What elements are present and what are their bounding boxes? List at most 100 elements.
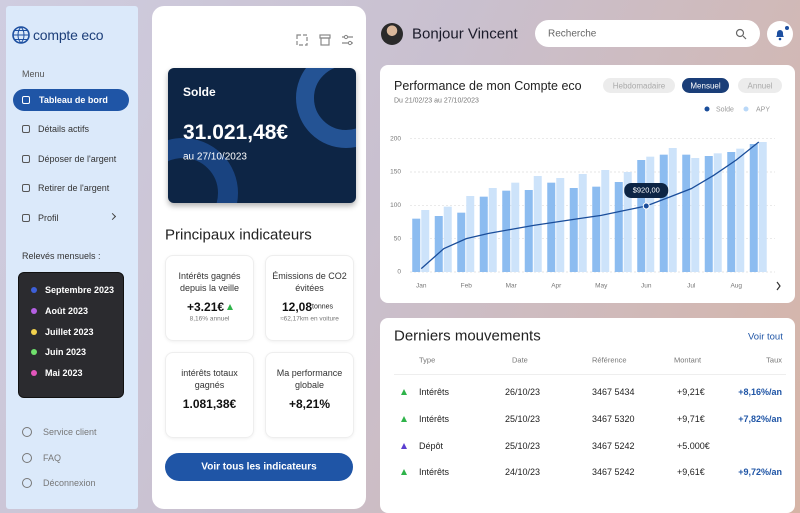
bar xyxy=(704,156,713,272)
y-tick-label: 50 xyxy=(394,235,402,242)
column-header: Taux xyxy=(766,355,782,365)
card-tools[interactable] xyxy=(294,32,358,48)
period-tab[interactable] xyxy=(738,78,782,93)
bar xyxy=(758,142,767,272)
x-tick-label: Feb xyxy=(461,283,473,290)
bar xyxy=(511,182,520,272)
menu-item[interactable]: Détails actifs xyxy=(38,124,90,134)
cell-amount: +9,21€ xyxy=(677,387,705,397)
period-tab-label[interactable]: Mensuel xyxy=(690,81,721,90)
trend-up xyxy=(227,304,233,310)
indicator-unit: tonnes xyxy=(312,303,334,311)
cell-rate: +8,16%/an xyxy=(738,387,782,397)
column-header: Date xyxy=(512,355,528,365)
menu-item[interactable]: Déposer de l'argent xyxy=(38,154,117,164)
indicator-value: 12,08 xyxy=(282,300,313,314)
statement-item[interactable]: Juillet 2023 xyxy=(45,327,94,337)
statements-box xyxy=(18,272,124,398)
indicator-value: +3.21€ xyxy=(187,300,225,314)
x-tick-label: May xyxy=(595,283,608,290)
active-menu-bg xyxy=(13,89,129,111)
x-tick-label: Mar xyxy=(506,283,518,290)
cell-amount: +9,71€ xyxy=(677,414,705,424)
cell-amount: +5.000€ xyxy=(677,441,710,451)
legend-label: APY xyxy=(756,106,770,113)
bar xyxy=(547,182,556,272)
indicators-button[interactable] xyxy=(165,453,353,481)
type-icon xyxy=(401,415,407,422)
logo xyxy=(12,26,30,44)
bar xyxy=(749,144,758,272)
cell-date: 24/10/23 xyxy=(505,467,541,477)
footer-icon xyxy=(22,453,32,463)
column-header: Montant xyxy=(674,355,702,365)
cell-type: Intérêts xyxy=(419,467,450,477)
menu-label: Menu xyxy=(22,69,45,79)
menu-item[interactable]: Profil xyxy=(38,213,59,223)
y-tick-label: 0 xyxy=(397,269,401,276)
cell-reference: 3467 5242 xyxy=(592,441,635,451)
bar xyxy=(637,160,646,272)
cell-rate: +7,82%/an xyxy=(738,414,782,424)
statement-dot xyxy=(31,349,37,355)
scroll-arrow xyxy=(776,281,781,291)
bar xyxy=(614,182,623,272)
statement-dot xyxy=(31,287,37,293)
statement-item[interactable]: Août 2023 xyxy=(45,306,89,316)
cell-date: 26/10/23 xyxy=(505,387,541,397)
greeting: Bonjour Vincent xyxy=(412,25,518,43)
period-tab-label[interactable]: Annuel xyxy=(747,81,773,90)
indicator-note: ≈62,17km en voiture xyxy=(280,315,339,323)
cell-date: 25/10/23 xyxy=(505,441,541,451)
menu-icon xyxy=(22,125,30,133)
legend-marker xyxy=(743,106,749,112)
period-tab-label[interactable]: Hebdomadaire xyxy=(612,81,666,90)
menu-item[interactable]: Retirer de l'argent xyxy=(38,183,110,193)
view-all-link[interactable]: Voir tout xyxy=(748,331,783,343)
type-icon xyxy=(401,388,407,395)
indicator-box xyxy=(265,352,354,438)
statements-label: Relevés mensuels : xyxy=(22,251,101,261)
bar xyxy=(601,170,610,272)
avatar[interactable] xyxy=(381,23,403,45)
menu-item[interactable]: Tableau de bord xyxy=(39,95,108,105)
bar xyxy=(668,148,677,272)
bar xyxy=(682,154,691,272)
bar xyxy=(457,212,466,272)
footer-link[interactable]: Service client xyxy=(43,427,97,437)
legend-marker xyxy=(704,106,710,112)
cell-rate: +9,72%/an xyxy=(738,467,782,477)
statement-dot xyxy=(31,308,37,314)
indicators-button-label[interactable]: Voir tous les indicateurs xyxy=(201,461,317,473)
tooltip-label: $920,00 xyxy=(633,185,660,194)
y-tick-label: 200 xyxy=(390,135,401,142)
search-placeholder[interactable]: Recherche xyxy=(548,28,597,40)
performance-chart: Solde APY 0 50 100 150 200 Jan Feb Mar Apr May Jun Ju… xyxy=(390,106,781,291)
statement-item[interactable]: Juin 2023 xyxy=(45,347,87,357)
indicator-box xyxy=(165,255,254,341)
cell-reference: 3467 5320 xyxy=(592,414,635,424)
movements-card xyxy=(380,318,795,513)
bar xyxy=(488,188,497,272)
cell-reference: 3467 5434 xyxy=(592,387,635,397)
notification-dot xyxy=(785,26,789,30)
statement-item[interactable]: Septembre 2023 xyxy=(45,285,115,295)
bar xyxy=(623,172,632,272)
trend-line xyxy=(420,141,760,270)
footer-link[interactable]: FAQ xyxy=(43,453,62,463)
balance-card xyxy=(168,68,356,203)
footer-icon xyxy=(22,478,32,488)
bar xyxy=(524,190,533,272)
bar xyxy=(727,152,736,272)
indicator-title: Ma performance globale xyxy=(276,368,343,390)
footer-link[interactable]: Déconnexion xyxy=(43,478,96,488)
period-tab[interactable] xyxy=(603,78,675,93)
footer-icon xyxy=(22,427,32,437)
decoration xyxy=(168,138,238,203)
cell-type: Dépôt xyxy=(419,441,444,451)
performance-subtitle: Du 21/02/23 au 27/10/2023 xyxy=(394,97,479,105)
search-icon xyxy=(735,28,747,40)
period-tab[interactable] xyxy=(682,78,729,93)
search-box[interactable] xyxy=(535,20,760,47)
statement-item[interactable]: Mai 2023 xyxy=(45,368,83,378)
